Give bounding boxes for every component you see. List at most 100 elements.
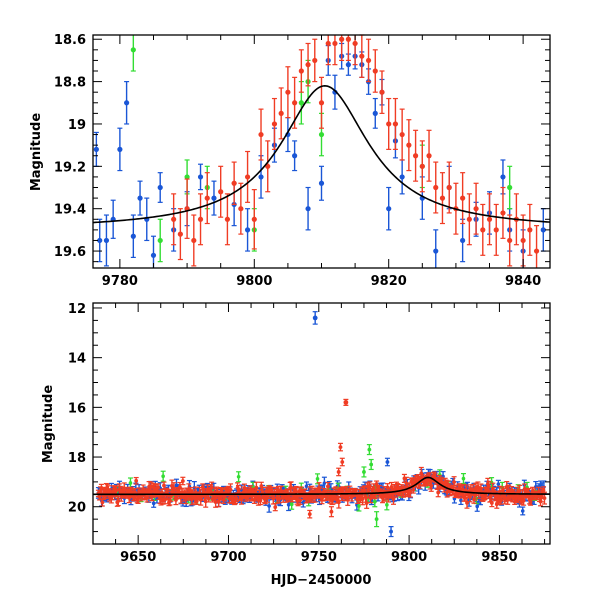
data-point-red-marker [411, 488, 415, 492]
data-point-red-marker [361, 497, 365, 501]
data-point-excursion-marker [375, 517, 379, 521]
data-point-red-marker [225, 217, 230, 222]
data-point-red-marker [198, 217, 203, 222]
data-point-blue-marker [131, 234, 136, 239]
data-point-red-marker [178, 232, 183, 237]
data-point-excursion-marker [373, 500, 377, 504]
data-point-excursion-marker [389, 530, 393, 534]
data-point-blue-marker [521, 509, 525, 513]
data-point-blue-marker [400, 174, 405, 179]
data-point-red-marker [534, 248, 539, 253]
data-point-green-marker [161, 474, 165, 478]
zoom-panel-ylabel: Magnitude [29, 113, 44, 192]
data-point-red-marker [480, 227, 485, 232]
data-point-red-excursion-marker [330, 510, 334, 514]
data-point-blue-marker [433, 248, 438, 253]
data-point-red-marker [379, 90, 384, 95]
data-point-green-marker [316, 477, 320, 481]
data-point-blue-marker [305, 485, 309, 489]
data-point-blue-marker [104, 238, 109, 243]
data-point-blue-marker [158, 185, 163, 190]
data-point-red-marker [181, 479, 185, 483]
data-point-red-marker [326, 41, 331, 46]
data-point-red-marker [440, 196, 445, 201]
data-point-red-marker [473, 206, 478, 211]
data-point-blue-marker [258, 174, 263, 179]
full-x-tick-label: 9700 [210, 550, 246, 565]
data-point-red-marker [205, 196, 210, 201]
data-point-blue-marker [211, 196, 216, 201]
data-point-blue-marker [245, 227, 250, 232]
data-point-blue-marker [305, 206, 310, 211]
data-point-red-marker [171, 217, 176, 222]
data-point-red-marker [319, 100, 324, 105]
data-point-red-marker [207, 497, 211, 501]
data-point-red-marker [332, 41, 337, 46]
data-point-red-marker [529, 500, 533, 504]
background [0, 0, 600, 600]
data-point-red-marker [238, 206, 243, 211]
data-point-blue-marker [198, 174, 203, 179]
zoom-y-tick-label: 19 [68, 118, 86, 133]
full-panel-xlabel: HJD−2450000 [271, 573, 372, 588]
data-point-red-marker [494, 227, 499, 232]
data-point-red-marker [447, 185, 452, 190]
data-point-red-marker [353, 41, 358, 46]
data-point-excursion-marker [369, 463, 373, 467]
full-y-tick-label: 12 [68, 302, 86, 317]
data-point-blue-marker [267, 504, 271, 508]
data-point-blue-marker [346, 62, 351, 67]
data-point-red-marker [279, 111, 284, 116]
data-point-blue-marker [124, 100, 129, 105]
data-point-red-marker [420, 164, 425, 169]
data-point-red-marker [258, 132, 263, 137]
data-point-red-marker [527, 227, 532, 232]
data-point-green-marker [129, 481, 133, 485]
outlier-point-blue-marker [313, 316, 318, 321]
data-point-blue-marker [500, 174, 505, 179]
data-point-red-marker [285, 90, 290, 95]
data-point-red-marker [273, 505, 277, 509]
data-point-blue-marker [323, 481, 327, 485]
data-point-red-marker [522, 499, 526, 503]
data-point-excursion-marker [386, 460, 390, 464]
data-point-blue-marker [151, 253, 156, 258]
data-point-red-marker [326, 484, 330, 488]
data-point-red-marker [500, 210, 505, 215]
data-point-red-marker [305, 62, 310, 67]
data-point-red-marker [366, 58, 371, 63]
zoom-y-tick-label: 19.6 [54, 245, 86, 260]
data-point-red-marker [543, 496, 547, 500]
zoom-y-tick-label: 18.6 [54, 33, 86, 48]
data-point-blue-marker [373, 111, 378, 116]
data-point-red-marker [359, 54, 364, 59]
data-point-red-marker [218, 189, 223, 194]
data-point-red-marker [452, 480, 456, 484]
data-point-red-marker [298, 498, 302, 502]
data-point-red-marker [191, 238, 196, 243]
data-point-red-marker [232, 181, 237, 186]
data-point-red-marker [429, 484, 433, 488]
data-point-green-marker [462, 477, 466, 481]
full-x-tick-label: 9800 [391, 550, 427, 565]
data-point-green-marker [385, 503, 389, 507]
data-point-red-marker [156, 485, 160, 489]
zoom-y-tick-label: 19.4 [54, 203, 86, 218]
data-point-red-marker [393, 121, 398, 126]
data-point-red-marker [400, 132, 405, 137]
full-y-tick-label: 18 [68, 451, 86, 466]
data-point-red-marker [100, 500, 104, 504]
data-point-blue-marker [460, 238, 465, 243]
data-point-red-marker [312, 58, 317, 63]
data-point-red-marker [406, 143, 411, 148]
data-point-green-marker [237, 475, 241, 479]
data-point-red-marker [292, 100, 297, 105]
light-curve-figure: 9780 9800 9820 984018.618.81919.219.419.6 M… [0, 0, 600, 600]
data-point-excursion-marker [290, 502, 294, 506]
zoom-x-tick-label: 9820 [371, 274, 407, 289]
data-point-green-marker [357, 504, 361, 508]
data-point-blue-marker [386, 206, 391, 211]
data-point-red-marker [134, 479, 138, 483]
outlier-point-red-marker [343, 400, 348, 405]
data-point-green-marker [319, 132, 324, 137]
